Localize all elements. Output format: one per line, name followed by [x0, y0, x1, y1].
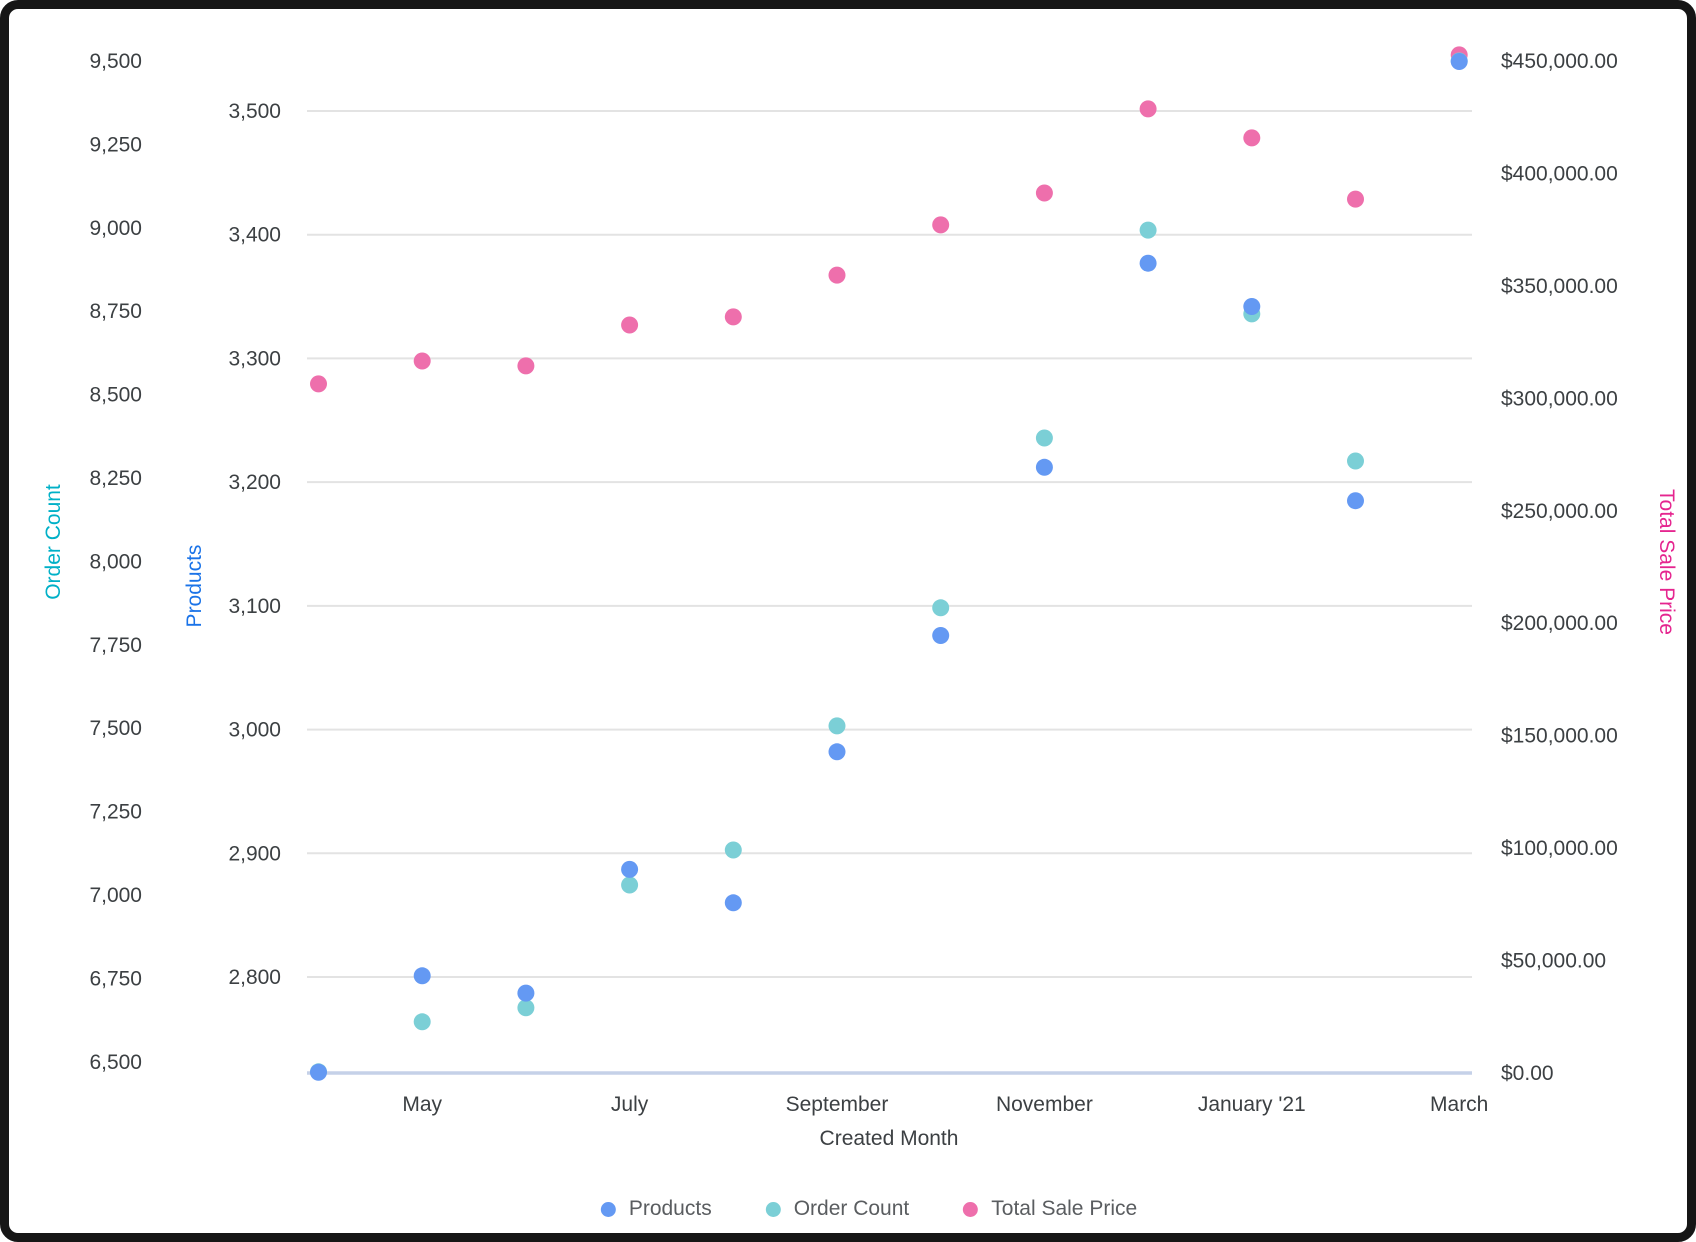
- order-count-tick-label: 7,000: [89, 884, 142, 907]
- x-tick-label: September: [786, 1093, 889, 1116]
- data-point[interactable]: [932, 216, 950, 234]
- data-point[interactable]: [413, 352, 431, 370]
- legend: Products Order Count Total Sale Price: [600, 1197, 1137, 1221]
- data-point[interactable]: [1139, 100, 1157, 118]
- data-point[interactable]: [1035, 429, 1053, 447]
- total-sale-price-tick-label: $50,000.00: [1501, 950, 1606, 973]
- data-point[interactable]: [1347, 190, 1364, 208]
- products-axis-title: Products: [183, 544, 206, 628]
- data-point[interactable]: [724, 841, 742, 859]
- total-sale-price-tick-label: $250,000.00: [1501, 500, 1618, 523]
- data-point[interactable]: [1139, 254, 1157, 272]
- data-point[interactable]: [413, 1013, 431, 1031]
- order-count-legend-label: Order Count: [793, 1197, 910, 1220]
- legend-item-products[interactable]: Products: [600, 1197, 712, 1221]
- order-count-tick-label: 6,750: [89, 967, 142, 990]
- data-point[interactable]: [828, 743, 846, 761]
- total-sale-price-tick-label: $100,000.00: [1501, 837, 1618, 860]
- total-sale-price-tick-label: $450,000.00: [1501, 50, 1618, 73]
- data-point[interactable]: [932, 627, 950, 644]
- order-count-tick-label: 7,500: [89, 717, 142, 740]
- total-sale-price-axis-title: Total Sale Price: [1655, 489, 1678, 635]
- order-count-tick-label: 9,000: [89, 217, 142, 240]
- data-point[interactable]: [724, 894, 742, 912]
- products-tick-label: 3,300: [228, 347, 281, 370]
- order-count-tick-label: 8,250: [89, 467, 142, 490]
- data-point[interactable]: [1450, 53, 1468, 70]
- data-point[interactable]: [517, 999, 535, 1017]
- data-point[interactable]: [932, 599, 950, 617]
- products-tick-label: 2,900: [228, 842, 281, 865]
- total-sale-price-tick-label: $300,000.00: [1501, 387, 1618, 410]
- data-point[interactable]: [621, 876, 639, 894]
- order-count-tick-label: 6,500: [89, 1051, 142, 1074]
- order-count-tick-label: 8,500: [89, 384, 142, 407]
- order-count-axis-title: Order Count: [42, 484, 65, 600]
- order-count-tick-label: 8,000: [89, 550, 142, 573]
- products-tick-label: 3,500: [228, 100, 281, 123]
- legend-item-total-sale-price[interactable]: Total Sale Price: [963, 1197, 1137, 1221]
- order-count-legend-dot: [765, 1201, 781, 1217]
- order-count-tick-label: 8,750: [89, 300, 142, 323]
- data-point[interactable]: [517, 984, 535, 1002]
- data-point[interactable]: [1347, 452, 1364, 470]
- data-point[interactable]: [517, 357, 535, 375]
- data-point[interactable]: [828, 717, 846, 735]
- products-tick-label: 3,200: [228, 471, 281, 494]
- data-point[interactable]: [1243, 129, 1261, 147]
- data-point[interactable]: [621, 316, 639, 334]
- x-tick-label: March: [1430, 1093, 1488, 1116]
- data-point[interactable]: [413, 967, 431, 985]
- x-tick-label: July: [611, 1093, 649, 1116]
- products-tick-label: 3,100: [228, 595, 281, 618]
- data-point[interactable]: [1347, 492, 1364, 510]
- total-sale-price-legend-label: Total Sale Price: [991, 1197, 1138, 1220]
- x-tick-label: May: [402, 1093, 442, 1116]
- x-tick-label: January '21: [1198, 1093, 1306, 1116]
- order-count-tick-label: 7,750: [89, 634, 142, 657]
- data-point[interactable]: [828, 266, 846, 284]
- x-axis-title: Created Month: [819, 1127, 959, 1150]
- products-tick-label: 2,800: [228, 966, 281, 989]
- data-point[interactable]: [1035, 184, 1053, 202]
- data-point[interactable]: [1035, 458, 1053, 476]
- legend-item-order-count[interactable]: Order Count: [765, 1197, 910, 1221]
- order-count-tick-label: 9,500: [89, 50, 142, 73]
- total-sale-price-tick-label: $0.00: [1501, 1062, 1554, 1085]
- order-count-tick-label: 7,250: [89, 801, 142, 824]
- total-sale-price-legend-dot: [963, 1201, 979, 1217]
- total-sale-price-tick-label: $200,000.00: [1501, 612, 1618, 635]
- data-point[interactable]: [1139, 221, 1157, 239]
- data-point[interactable]: [310, 1063, 327, 1081]
- plot-area: 9,500 9,250 9,000 8,750 8,500 8,250 8,000 7,750…: [89, 46, 1618, 1116]
- data-point[interactable]: [621, 860, 639, 878]
- data-point[interactable]: [724, 308, 742, 326]
- total-sale-price-tick-label: $350,000.00: [1501, 275, 1618, 298]
- order-count-tick-label: 9,250: [89, 133, 142, 156]
- data-point[interactable]: [310, 375, 327, 393]
- data-point[interactable]: [1243, 298, 1261, 315]
- x-tick-label: November: [996, 1093, 1093, 1116]
- products-tick-label: 3,400: [228, 224, 281, 247]
- products-legend-label: Products: [628, 1197, 712, 1220]
- products-legend-dot: [600, 1201, 616, 1217]
- total-sale-price-tick-label: $400,000.00: [1501, 162, 1618, 185]
- products-tick-label: 3,000: [228, 719, 281, 742]
- total-sale-price-tick-label: $150,000.00: [1501, 725, 1618, 748]
